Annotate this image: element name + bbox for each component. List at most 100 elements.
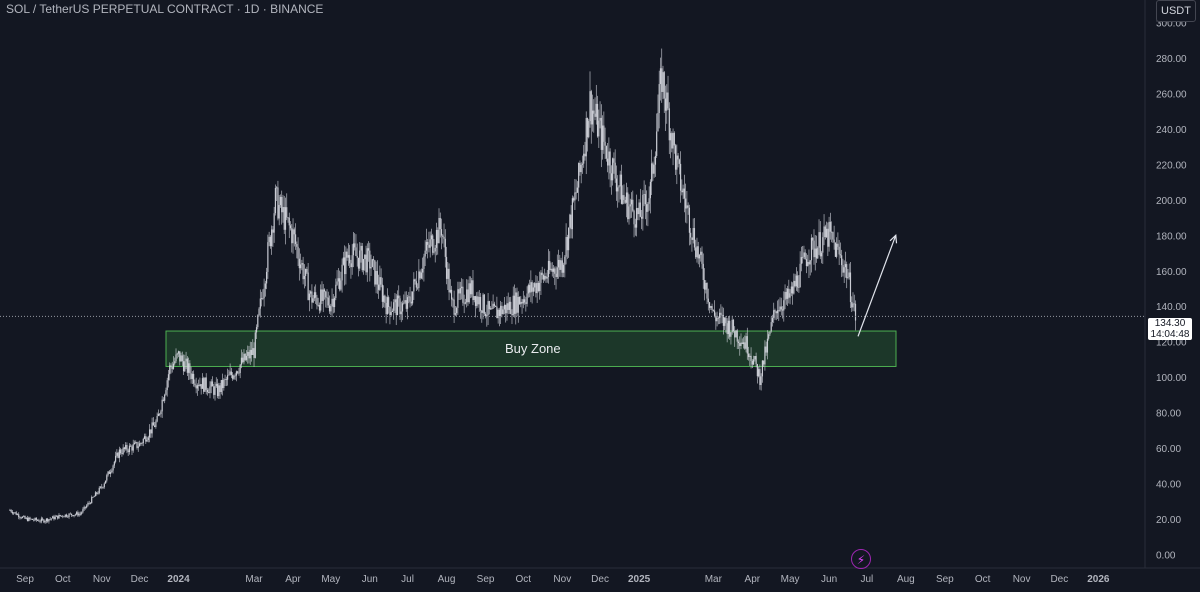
candle-body — [745, 336, 747, 349]
candle-body — [33, 519, 35, 521]
candle-body — [769, 331, 771, 335]
candle-body — [228, 374, 230, 376]
candle-body — [652, 163, 654, 174]
candle-body — [286, 207, 288, 218]
candle-body — [84, 506, 87, 508]
candle-body — [240, 357, 243, 365]
candle-body — [162, 399, 165, 401]
candle-body — [760, 376, 762, 385]
price-axis[interactable]: 0.00 20.00 40.00 60.00 80.00 100.00 120.00 140.… — [1156, 19, 1187, 562]
candle-body — [642, 194, 644, 219]
candle-body — [25, 517, 27, 519]
candle-body — [308, 293, 310, 301]
currency-button[interactable]: USDT — [1156, 0, 1196, 22]
candle-body — [281, 196, 283, 213]
candle-body — [151, 422, 153, 434]
candle-body — [165, 390, 167, 395]
candle-body — [263, 288, 265, 299]
candle-body — [635, 208, 638, 228]
candle-body — [116, 452, 118, 456]
candle-body — [297, 246, 299, 259]
candle-body — [133, 442, 136, 445]
candle-body — [244, 353, 246, 360]
candle-body — [526, 293, 528, 304]
candle-body — [97, 493, 99, 495]
candle-body — [405, 300, 407, 309]
candle-body — [468, 283, 470, 303]
candle-body — [117, 452, 119, 458]
candle-body — [127, 450, 129, 453]
candle-body — [74, 514, 76, 516]
candle-body — [28, 517, 30, 521]
arrow-head — [889, 234, 898, 244]
candle-body — [662, 72, 664, 92]
candle-body — [87, 503, 89, 506]
x-tick-label: Nov — [1013, 574, 1031, 585]
candle-body — [264, 283, 266, 289]
candle-body — [9, 510, 11, 511]
candle-body — [219, 385, 221, 393]
candle-body — [385, 302, 387, 315]
candle-body — [141, 443, 143, 444]
candle-body — [213, 386, 215, 395]
buy-zone-rect[interactable] — [165, 330, 897, 367]
candle-body — [707, 298, 709, 303]
candle-body — [430, 235, 433, 240]
candle-body — [224, 379, 226, 380]
candle-body — [323, 289, 326, 292]
y-tick-label: 40.00 — [1156, 479, 1181, 490]
candle-body — [735, 330, 737, 338]
candle-body — [502, 309, 504, 315]
candle-body — [687, 205, 689, 208]
candle-body — [763, 360, 765, 365]
candle-body — [211, 381, 214, 387]
candle-body — [651, 163, 653, 182]
candle-body — [152, 422, 154, 426]
candle-body — [717, 317, 719, 319]
candle-body — [822, 237, 824, 253]
candle-body — [747, 353, 750, 357]
candle-body — [559, 259, 561, 270]
candle-body — [741, 342, 743, 345]
candle-body — [459, 288, 461, 294]
candle-body — [503, 304, 506, 310]
candle-body — [648, 198, 650, 204]
candle-body — [445, 256, 448, 279]
candle-body — [394, 299, 396, 303]
lightning-icon[interactable]: ⚡ — [851, 549, 871, 569]
candle-body — [409, 296, 411, 302]
candle-body — [669, 133, 672, 141]
candle-body — [754, 356, 756, 360]
candle-body — [766, 338, 769, 353]
candle-body — [768, 334, 770, 339]
candle-body — [137, 446, 139, 448]
candle-body — [380, 277, 382, 285]
x-tick-label: Sep — [16, 574, 34, 585]
candle-body — [711, 306, 713, 311]
candle-body — [794, 280, 796, 287]
candle-body — [38, 520, 40, 522]
candle-body — [330, 306, 332, 312]
candle-body — [568, 227, 570, 251]
candle-body — [779, 306, 781, 312]
candle-body — [594, 113, 596, 117]
candle-body — [128, 445, 131, 453]
candle-body — [172, 363, 175, 369]
candle-body — [367, 248, 370, 251]
time-axis[interactable]: Sep Oct Nov Dec 2024 Mar Apr May Jun Jul Aug Sep Oct… — [16, 574, 1110, 585]
candle-body — [481, 310, 483, 313]
candle-body — [702, 263, 704, 281]
candle-body — [666, 92, 668, 111]
candle-body — [776, 310, 779, 314]
candle-body — [497, 309, 499, 319]
candle-body — [744, 342, 746, 349]
candle-body — [233, 375, 235, 379]
candle-body — [732, 319, 735, 332]
forecast-arrow[interactable] — [857, 234, 898, 337]
candle-body — [800, 257, 803, 264]
candle-body — [565, 237, 567, 257]
candle-body — [771, 317, 774, 323]
candle-body — [299, 264, 302, 269]
